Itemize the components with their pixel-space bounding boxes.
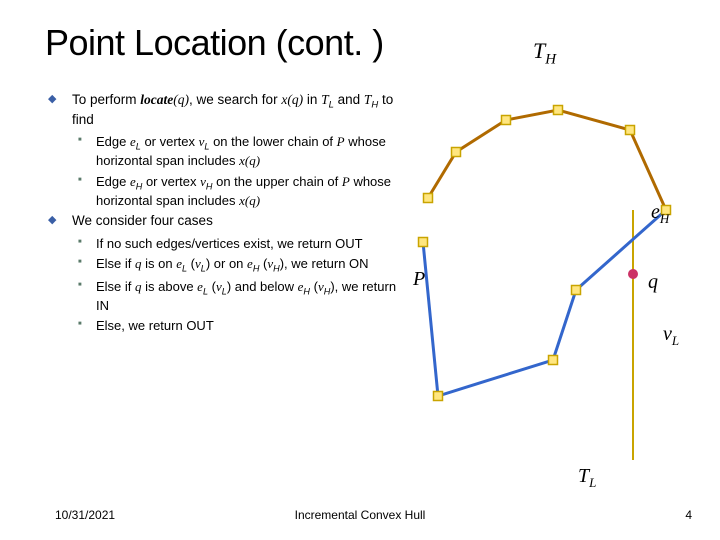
t: T [321, 92, 329, 107]
t: ) and below [227, 279, 298, 294]
bullet-sub-4: Else if q is on eL (vL) or on eH (vH), w… [48, 256, 403, 275]
t: H [303, 286, 310, 296]
t: P [342, 174, 350, 189]
t: ) or on [206, 256, 247, 271]
t: and [334, 92, 364, 107]
t: on the upper chain of [213, 174, 342, 189]
content-block: To perform locate(q), we search for x(q)… [48, 92, 403, 338]
t: ( [310, 279, 318, 294]
t: in [303, 92, 321, 107]
bullet-sub-1: Edge eL or vertex vL on the lower chain … [48, 134, 403, 169]
bullet-sub-2: Edge eH or vertex vH on the upper chain … [48, 174, 403, 209]
t: , we search for [189, 92, 281, 107]
polygon-diagram: PeHqvLTL [408, 90, 708, 490]
t: Else if [96, 256, 135, 271]
t: Else, we return OUT [96, 318, 214, 333]
t: (q) [173, 92, 189, 107]
th-label: TH [533, 38, 556, 68]
t: P [337, 134, 345, 149]
t: x(q) [239, 193, 260, 208]
t: H [273, 264, 280, 274]
t: x(q) [281, 92, 303, 107]
t: Edge [96, 134, 130, 149]
slide-title: Point Location (cont. ) [45, 22, 384, 64]
t: or vertex [142, 174, 200, 189]
t: If no such edges/vertices exist, we retu… [96, 236, 363, 251]
t: ), we return ON [280, 256, 369, 271]
t: ( [208, 279, 216, 294]
footer-title: Incremental Convex Hull [0, 508, 720, 522]
svg-text:vL: vL [663, 323, 679, 348]
t: To perform [72, 92, 140, 107]
t: ( [187, 256, 195, 271]
bullet-main-2: We consider four cases [48, 213, 403, 230]
bullet-sub-3: If no such edges/vertices exist, we retu… [48, 236, 403, 252]
t: x(q) [239, 153, 260, 168]
svg-text:TL: TL [578, 465, 596, 490]
bullet-sub-6: Else, we return OUT [48, 318, 403, 334]
t: on the lower chain of [209, 134, 336, 149]
t: is on [142, 256, 177, 271]
t: H [206, 181, 213, 191]
svg-text:P: P [412, 268, 425, 290]
th-h: H [545, 51, 556, 67]
bullet-main-1: To perform locate(q), we search for x(q)… [48, 92, 403, 128]
svg-text:q: q [648, 271, 658, 293]
t: or vertex [141, 134, 199, 149]
t: locate [140, 92, 173, 107]
footer-page: 4 [685, 508, 692, 522]
th-t: T [533, 38, 545, 63]
t: Else if [96, 279, 135, 294]
t: is above [142, 279, 198, 294]
t: We consider four cases [72, 213, 213, 228]
bullet-sub-5: Else if q is above eL (vL) and below eH … [48, 279, 403, 314]
t: Edge [96, 174, 130, 189]
